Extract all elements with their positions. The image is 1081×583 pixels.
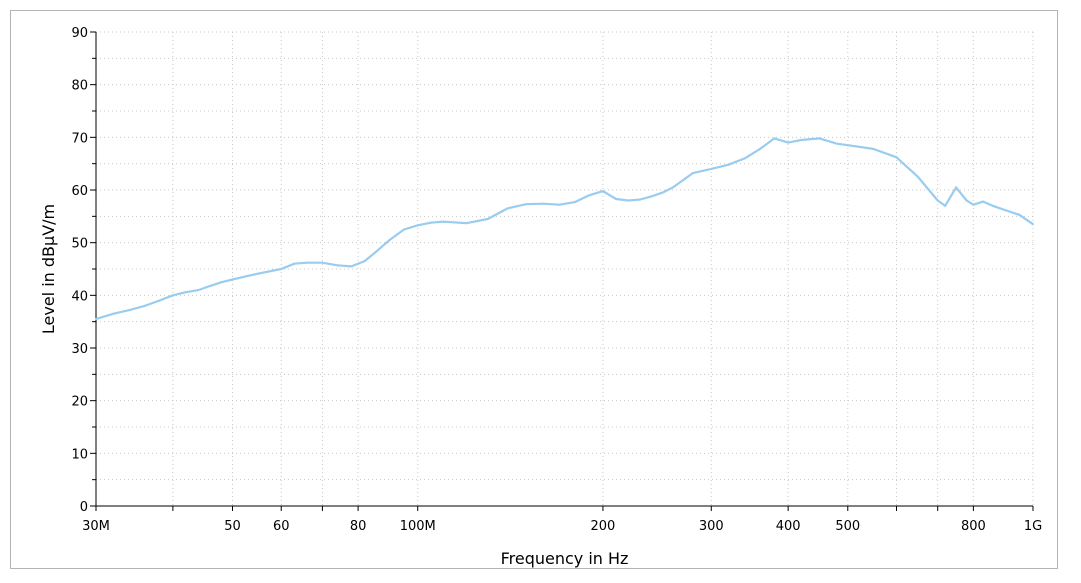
data-point [350, 265, 353, 268]
data-point [321, 261, 324, 264]
data-point [95, 318, 97, 320]
series-line [95, 137, 1034, 321]
data-point [588, 194, 591, 197]
data-point [872, 147, 875, 150]
data-point [818, 137, 821, 140]
data-point [944, 204, 947, 207]
data-point [1032, 223, 1034, 226]
data-point [916, 175, 919, 178]
x-tick-label: 400 [776, 519, 801, 534]
data-point [972, 203, 975, 206]
data-point [773, 137, 776, 140]
data-point [112, 312, 115, 315]
data-point [197, 289, 200, 292]
y-tick-label: 0 [80, 500, 88, 515]
y-tick-label: 60 [71, 184, 88, 199]
data-point [573, 201, 576, 204]
data-point [661, 191, 664, 194]
data-point [743, 157, 746, 160]
x-tick-label: 80 [350, 519, 367, 534]
data-point [158, 299, 161, 302]
y-tick-label: 40 [71, 289, 88, 304]
data-point [601, 190, 604, 193]
x-tick-label: 100M [400, 519, 436, 534]
data-point [280, 268, 283, 270]
data-point [936, 199, 939, 202]
data-point [231, 278, 234, 281]
data-point [416, 224, 419, 227]
chart-frame [10, 10, 1058, 569]
data-point [650, 195, 653, 198]
x-tick-label: 800 [961, 519, 986, 534]
data-point [639, 198, 642, 201]
series-group [95, 137, 1034, 321]
data-point [388, 239, 391, 241]
x-tick-label: 50 [224, 519, 241, 534]
data-point [835, 142, 838, 145]
data-point [558, 203, 561, 206]
x-tick-label: 1G [1024, 519, 1042, 534]
data-point [184, 291, 187, 294]
data-point [691, 172, 694, 175]
data-point [128, 309, 131, 312]
data-point [542, 202, 545, 205]
data-point [363, 260, 366, 263]
x-axis-title: Frequency in Hz [501, 549, 629, 568]
data-point [429, 221, 432, 224]
data-point [171, 294, 174, 297]
data-point [965, 199, 968, 202]
y-tick-label: 80 [71, 79, 88, 94]
y-tick-label: 20 [71, 395, 88, 410]
x-tick-label: 300 [699, 519, 724, 534]
y-axis-title: Level in dBµV/m [39, 204, 58, 334]
data-point [672, 186, 674, 189]
data-point [1003, 209, 1006, 211]
data-point [525, 203, 528, 206]
data-point [293, 262, 296, 265]
y-tick-label: 90 [71, 26, 88, 41]
y-tick-label: 10 [71, 447, 88, 462]
y-tick-label: 50 [71, 237, 88, 252]
x-tick-label: 500 [835, 519, 860, 534]
x-tick-label: 60 [273, 519, 290, 534]
data-point [442, 220, 445, 223]
data-point [727, 163, 730, 166]
data-point [247, 274, 250, 277]
data-point [895, 156, 898, 159]
data-point [220, 281, 223, 284]
data-point [627, 199, 630, 202]
x-tick-label: 200 [591, 519, 616, 534]
data-point [506, 207, 509, 210]
data-point [982, 200, 985, 203]
data-point [846, 144, 849, 147]
data-point [991, 204, 994, 207]
data-point [615, 198, 617, 200]
data-point [800, 139, 803, 141]
data-point [759, 147, 761, 150]
data-point [336, 264, 339, 267]
data-point [955, 186, 958, 189]
data-point [465, 222, 468, 225]
y-axis-ticks: 0 10 20 30 40 50 60 70 80 90 [71, 26, 96, 515]
data-point [1018, 213, 1021, 216]
x-tick-label: 30M [82, 519, 110, 534]
data-point [403, 228, 405, 231]
data-point [209, 284, 212, 287]
data-point [787, 141, 790, 144]
data-point [710, 167, 713, 170]
data-point [376, 249, 379, 252]
y-tick-label: 70 [71, 131, 88, 146]
y-tick-label: 30 [71, 342, 88, 357]
grid-lines [95, 31, 1034, 506]
data-point [486, 218, 489, 220]
data-point [305, 261, 308, 264]
data-point [143, 304, 146, 307]
x-axis-ticks: 30M 50 60 80 100M 200 300 400 500 800 1G [82, 506, 1042, 534]
data-point [261, 271, 264, 274]
